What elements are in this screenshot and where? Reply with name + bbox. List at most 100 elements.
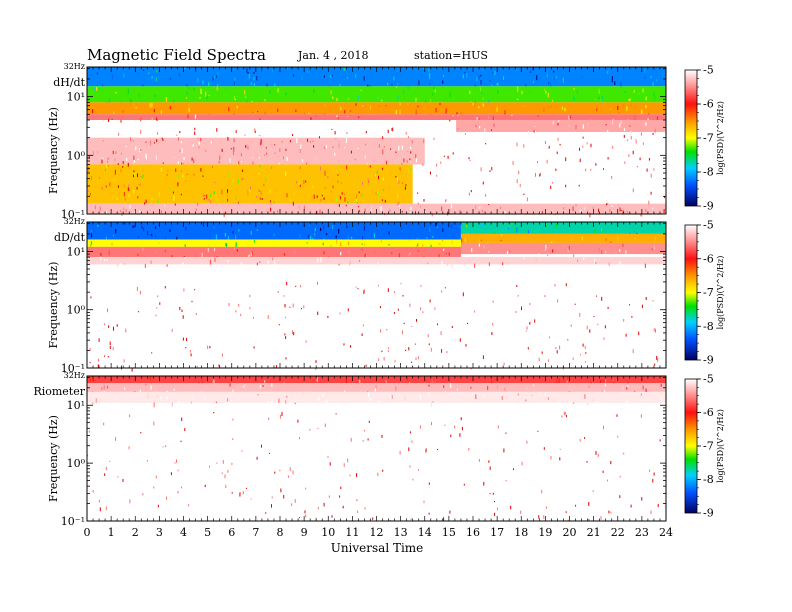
spectral-speckle: [227, 236, 229, 240]
spectral-speckle: [196, 254, 198, 259]
spectral-speckle: [307, 389, 309, 391]
spectral-speckle: [633, 89, 635, 93]
spectral-speckle: [300, 148, 302, 150]
spectral-speckle: [610, 241, 612, 244]
spectral-speckle: [361, 243, 363, 245]
spectral-speckle: [403, 90, 405, 95]
spectral-speckle: [303, 205, 305, 210]
spectral-speckle: [286, 156, 288, 161]
noise-dot: [559, 143, 561, 146]
spectral-speckle: [385, 105, 387, 107]
spectral-speckle: [445, 252, 447, 255]
noise-dot: [221, 148, 223, 152]
spectral-speckle: [158, 242, 160, 244]
spectral-speckle: [345, 378, 347, 383]
spectral-speckle: [138, 94, 140, 98]
noise-dot: [271, 166, 273, 169]
spectral-speckle: [115, 396, 117, 400]
noise-dot: [443, 155, 445, 157]
spectral-speckle: [427, 262, 429, 265]
spectral-speckle: [618, 112, 620, 114]
noise-dot: [464, 133, 466, 135]
spectral-speckle: [246, 68, 248, 73]
noise-dot: [142, 493, 144, 496]
spectral-speckle: [105, 211, 107, 215]
spectral-speckle: [190, 401, 193, 404]
noise-dot: [94, 205, 96, 210]
spectral-speckle: [535, 257, 537, 263]
spectral-speckle: [533, 130, 535, 133]
spectral-speckle: [630, 103, 632, 108]
noise-dot: [607, 157, 609, 160]
noise-dot: [185, 180, 187, 182]
spectral-speckle: [658, 394, 660, 396]
noise-dot: [323, 197, 325, 201]
spectral-speckle: [506, 251, 509, 256]
noise-dot: [567, 519, 569, 522]
spectral-speckle: [626, 387, 628, 390]
spectral-speckle: [155, 226, 157, 230]
spectral-speckle: [172, 99, 175, 103]
noise-dot: [387, 350, 389, 353]
spectral-speckle: [220, 210, 222, 216]
spectral-speckle: [106, 385, 109, 389]
noise-dot: [565, 414, 567, 418]
noise-dot: [393, 312, 395, 314]
noise-dot: [632, 150, 634, 155]
spectral-speckle: [101, 249, 103, 253]
spectral-speckle: [525, 83, 527, 87]
spectral-speckle: [619, 207, 621, 212]
spectral-speckle: [596, 108, 598, 111]
spectral-speckle: [313, 88, 315, 93]
noise-dot: [632, 349, 634, 354]
spectral-speckle: [332, 178, 334, 183]
spectral-speckle: [185, 226, 187, 231]
spectral-speckle: [391, 84, 393, 86]
noise-dot: [157, 132, 159, 135]
noise-dot: [202, 193, 204, 197]
spectral-speckle: [408, 168, 410, 173]
spectral-speckle: [151, 102, 153, 108]
spectral-speckle: [654, 236, 657, 241]
noise-dot: [454, 425, 456, 429]
spectral-speckle: [241, 402, 243, 408]
spectral-speckle: [476, 117, 478, 120]
spectral-speckle: [176, 236, 178, 242]
noise-dot: [218, 364, 220, 367]
noise-dot: [235, 310, 237, 313]
spectral-speckle: [332, 185, 334, 189]
noise-dot: [588, 519, 590, 521]
spectral-speckle: [504, 387, 506, 391]
spectral-speckle: [487, 116, 489, 119]
spectral-speckle: [300, 144, 302, 150]
spectral-speckle: [442, 80, 444, 84]
spectral-speckle: [588, 386, 590, 388]
spectral-speckle: [555, 75, 557, 79]
spectral-speckle: [641, 109, 643, 115]
spectral-speckle: [346, 116, 348, 118]
spectral-speckle: [300, 106, 302, 109]
spectral-speckle: [193, 87, 195, 91]
spectral-speckle: [364, 155, 366, 159]
noise-dot: [287, 475, 289, 478]
noise-dot: [512, 161, 514, 165]
noise-dot: [107, 308, 108, 313]
spectral-speckle: [210, 140, 212, 144]
noise-dot: [122, 161, 124, 164]
spectral-speckle: [182, 262, 184, 266]
noise-dot: [585, 168, 587, 172]
spectral-speckle: [338, 143, 340, 148]
noise-dot: [491, 129, 492, 131]
noise-dot: [387, 129, 389, 134]
noise-dot: [402, 295, 404, 297]
x-tick-label: 13: [394, 526, 408, 539]
noise-dot: [231, 492, 233, 494]
spectral-speckle: [339, 83, 341, 87]
spectral-band: [87, 222, 461, 240]
spectral-speckle: [330, 90, 332, 95]
spectral-speckle: [191, 105, 193, 109]
spectral-speckle: [265, 146, 267, 149]
spectral-speckle: [399, 109, 401, 115]
spectral-speckle: [133, 160, 135, 163]
noise-dot: [253, 346, 255, 349]
